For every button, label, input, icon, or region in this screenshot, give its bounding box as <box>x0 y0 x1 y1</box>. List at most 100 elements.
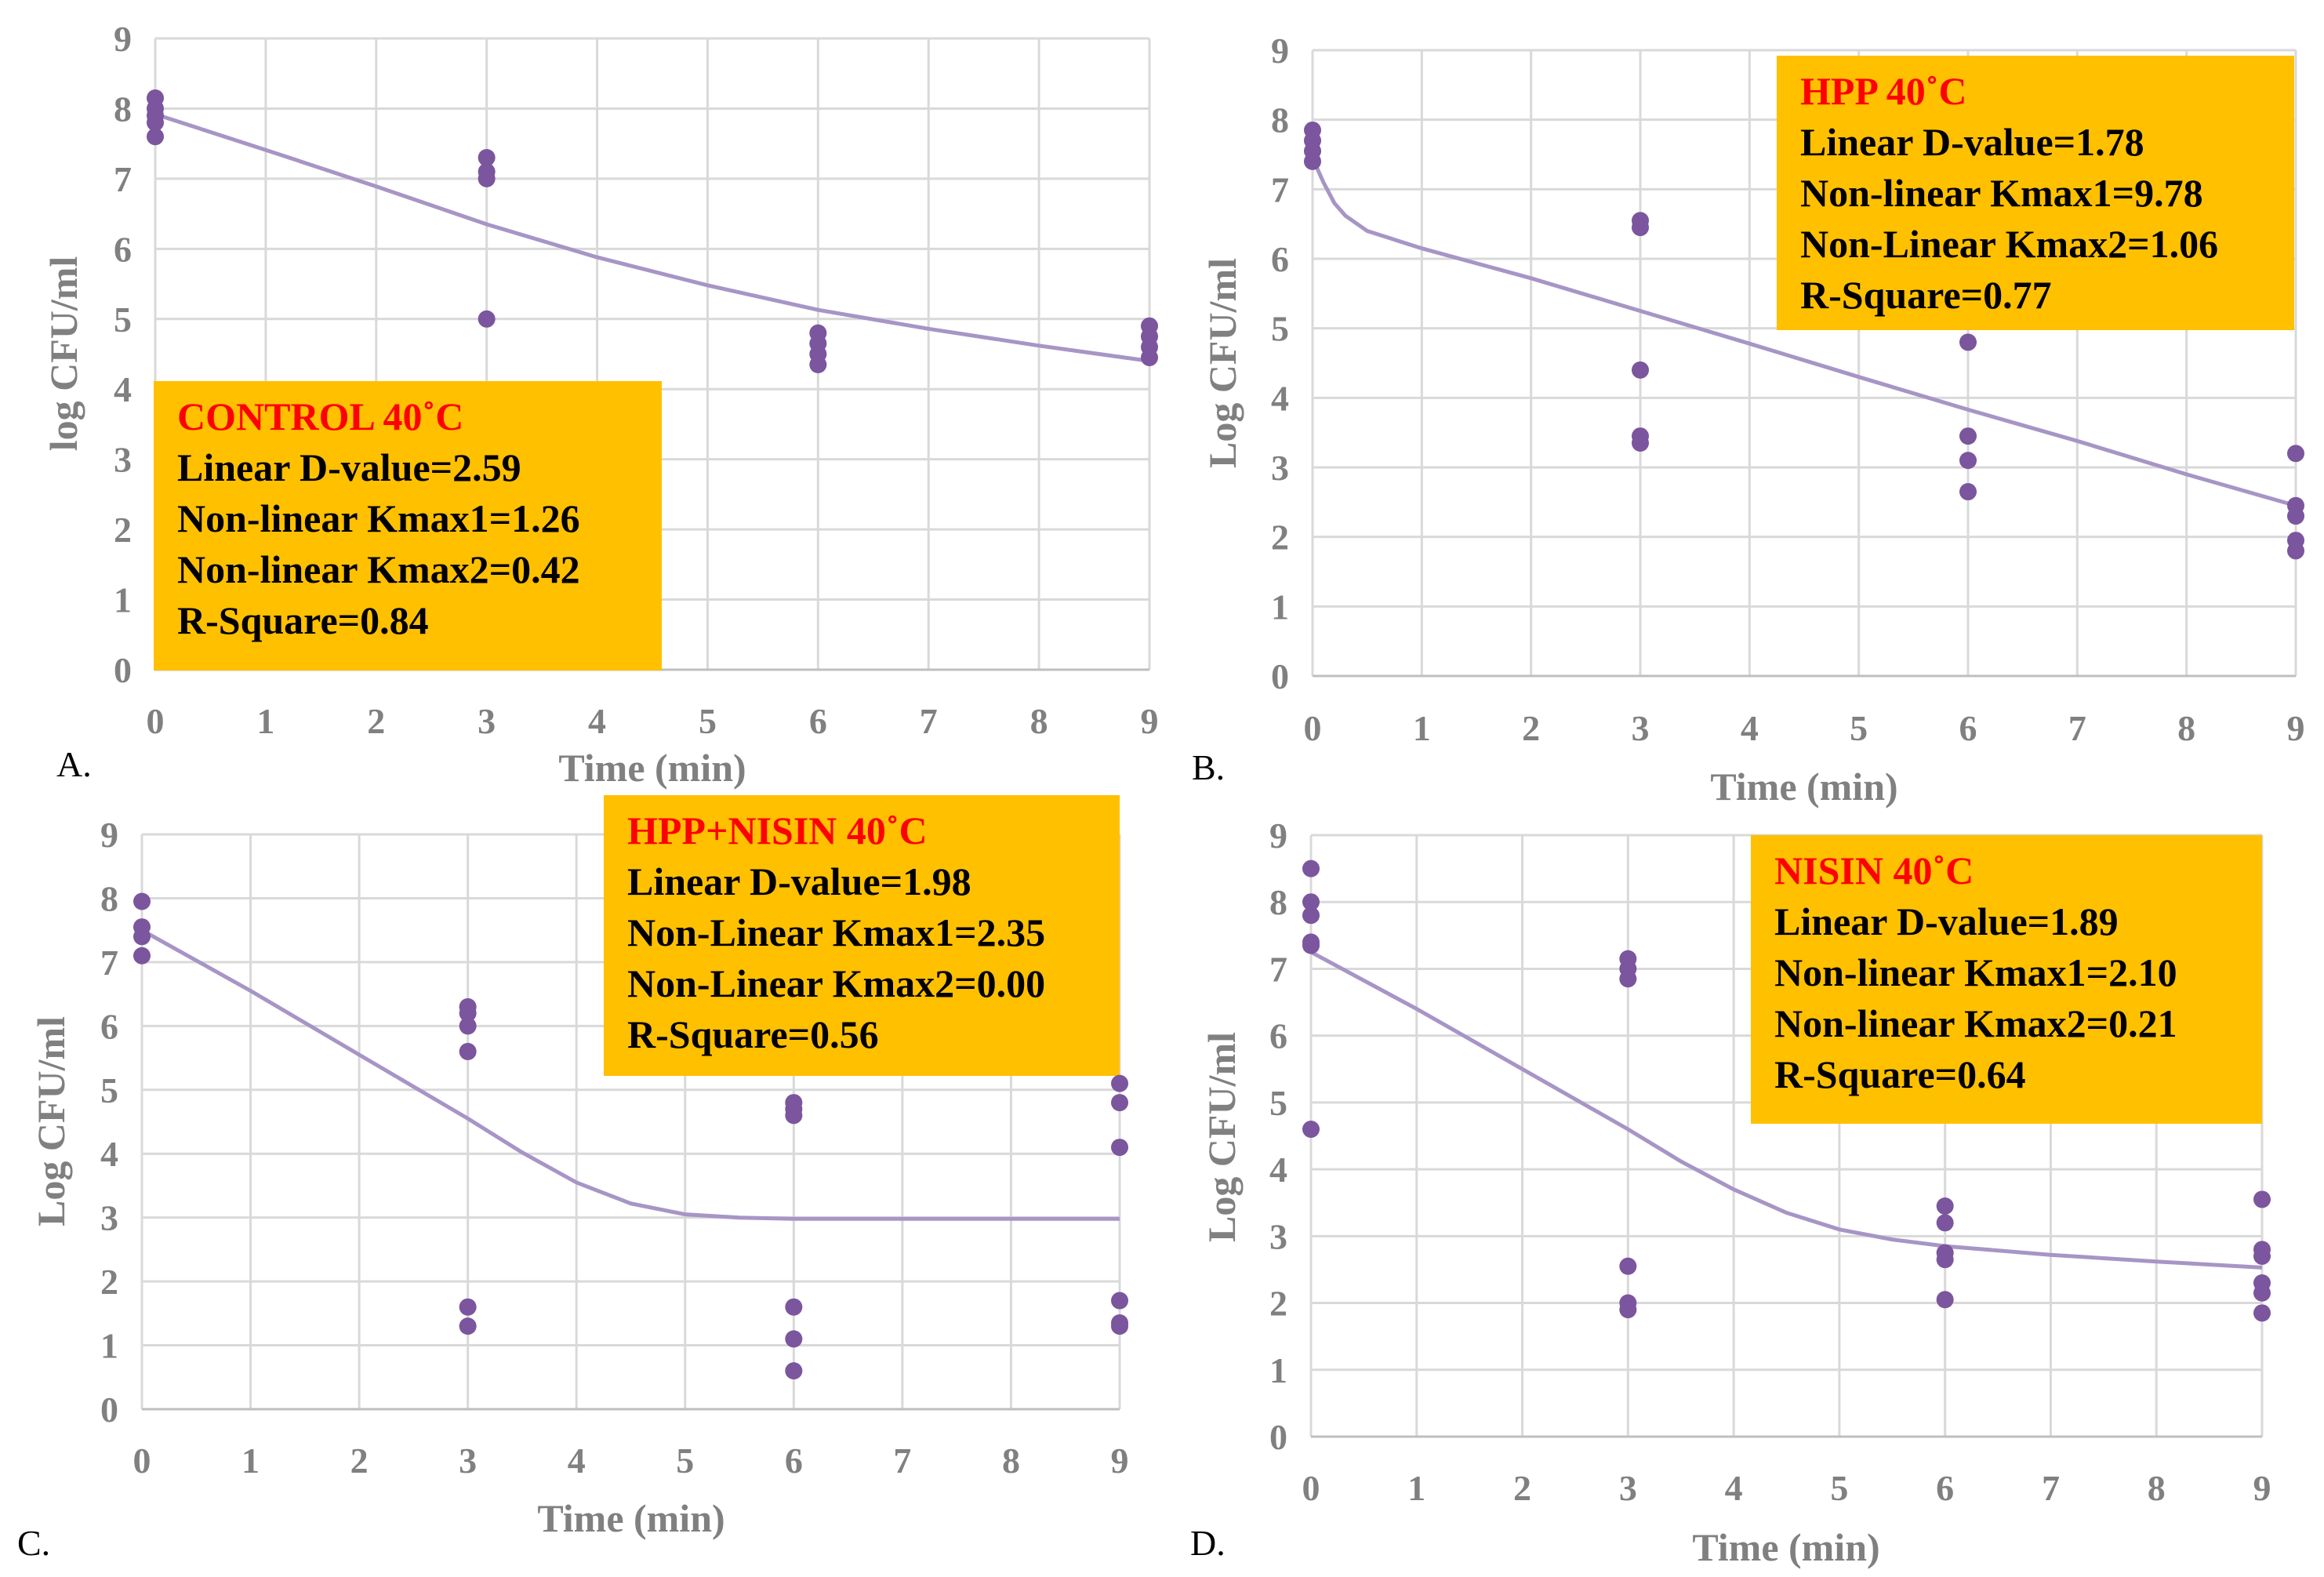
data-point <box>147 114 164 132</box>
x-tick-label: 3 <box>1619 1468 1637 1508</box>
x-tick-label: 8 <box>2177 708 2195 748</box>
data-point <box>1304 152 1321 170</box>
y-tick-label: 3 <box>1269 1216 1287 1256</box>
y-tick-label: 0 <box>100 1390 118 1430</box>
y-tick-label: 0 <box>1271 656 1289 696</box>
y-tick-label: 2 <box>100 1262 118 1302</box>
y-tick-label: 2 <box>1271 518 1289 558</box>
annotation-line: Non-linear Kmax2=0.42 <box>177 547 580 591</box>
chart-panel-d: 0 1 2 3 4 5 6 7 8 9 0 1 2 3 4 5 6 7 8 9 Time (min) Log CFU/ml… <box>1190 816 2271 1569</box>
fit-curve <box>154 112 1150 363</box>
data-point <box>1959 483 1977 501</box>
data-point <box>2253 1284 2271 1302</box>
panel-letter: A. <box>56 744 92 784</box>
annotation-title: CONTROL 40˚C <box>177 394 463 438</box>
y-tick-label: 0 <box>1269 1417 1287 1457</box>
annotation-line: R-Square=0.77 <box>1800 273 2052 317</box>
y-tick-label: 7 <box>1271 169 1289 209</box>
data-point <box>1141 348 1158 366</box>
annotation-line: Non-linear Kmax1=9.78 <box>1800 171 2203 215</box>
annotation-line: Non-linear Kmax1=2.10 <box>1774 950 2177 994</box>
annotation-line: Non-linear Kmax2=0.21 <box>1774 1001 2177 1045</box>
data-point <box>133 892 151 910</box>
annotation-line: Linear D-value=1.78 <box>1800 120 2144 164</box>
y-tick-label: 8 <box>100 878 118 918</box>
panel-letter: C. <box>17 1523 50 1563</box>
x-tick-label: 3 <box>459 1441 477 1481</box>
y-tick-label: 3 <box>100 1198 118 1238</box>
x-tick-label: 4 <box>568 1441 586 1481</box>
data-point <box>1936 1197 1954 1215</box>
annotation-line: Non-Linear Kmax2=0.00 <box>627 961 1045 1005</box>
x-tick-label: 2 <box>1522 708 1540 748</box>
data-point <box>2253 1304 2271 1322</box>
y-axis-title: Log CFU/ml <box>1200 258 1244 468</box>
data-point <box>2253 1190 2271 1208</box>
x-tick-label: 6 <box>1959 708 1977 748</box>
data-point <box>1111 1292 1128 1310</box>
data-point <box>478 149 496 167</box>
chart-panel-c: 0 1 2 3 4 5 6 7 8 9 0 1 2 3 4 5 6 7 8 9 Time (min) Log CFU/ml… <box>17 795 1129 1563</box>
x-tick-label: 2 <box>1513 1468 1531 1508</box>
x-axis-title: Time (min) <box>1710 765 1897 808</box>
y-tick-label: 5 <box>114 300 132 340</box>
y-tick-label: 6 <box>114 229 132 269</box>
y-tick-label: 8 <box>1269 882 1287 922</box>
y-tick-label: 1 <box>1271 587 1289 627</box>
y-tick-label: 9 <box>100 815 118 855</box>
x-tick-label: 7 <box>920 701 938 741</box>
y-tick-label: 8 <box>114 89 132 129</box>
annotation-box <box>154 381 662 670</box>
data-point <box>1959 452 1977 470</box>
data-point <box>785 1106 803 1125</box>
x-tick-label: 2 <box>350 1441 369 1481</box>
annotation-title: HPP+NISIN 40˚C <box>627 808 928 852</box>
annotation-line: Non-Linear Kmax1=2.35 <box>627 910 1045 954</box>
x-tick-label: 7 <box>2042 1468 2060 1508</box>
y-tick-label: 8 <box>1271 100 1289 140</box>
data-point <box>459 1298 477 1316</box>
y-tick-label: 1 <box>114 580 132 620</box>
annotation-box <box>604 795 1120 1076</box>
x-tick-label: 6 <box>1936 1468 1954 1508</box>
x-tick-label: 5 <box>1850 708 1868 748</box>
x-tick-label: 7 <box>2068 708 2086 748</box>
annotation-line: Non-Linear Kmax2=1.06 <box>1800 222 2218 266</box>
x-tick-label: 2 <box>367 701 385 741</box>
data-point <box>2287 542 2304 560</box>
fit-curve <box>140 928 1120 1221</box>
data-point <box>459 1017 477 1035</box>
y-tick-label: 2 <box>114 510 132 550</box>
data-point <box>809 355 827 373</box>
y-tick-label: 0 <box>114 650 132 690</box>
y-axis-title: log CFU/ml <box>42 256 85 452</box>
x-tick-label: 5 <box>676 1441 694 1481</box>
y-tick-label: 7 <box>100 943 118 983</box>
annotation-line: R-Square=0.84 <box>177 598 429 642</box>
x-tick-label: 6 <box>809 701 827 741</box>
x-tick-label: 0 <box>133 1441 151 1481</box>
annotation-title: HPP 40˚C <box>1800 69 1966 113</box>
y-tick-label: 5 <box>1269 1083 1287 1123</box>
x-tick-label: 0 <box>1302 1468 1320 1508</box>
data-point <box>1302 859 1320 878</box>
annotation-line: R-Square=0.64 <box>1774 1052 2026 1096</box>
annotation-line: R-Square=0.56 <box>627 1012 879 1056</box>
x-tick-label: 1 <box>1413 708 1431 748</box>
chart-panel-b: 0 1 2 3 4 5 6 7 8 9 0 1 2 3 4 5 6 7 8 9 Time (min) Log CFU/ml… <box>1192 31 2305 808</box>
y-tick-label: 3 <box>114 440 132 480</box>
x-tick-label: 9 <box>1141 701 1159 741</box>
data-point <box>785 1298 803 1316</box>
x-tick-label: 9 <box>1111 1441 1129 1481</box>
data-point <box>2253 1247 2271 1265</box>
data-point <box>459 1317 477 1335</box>
panel-letter: D. <box>1190 1523 1226 1563</box>
y-tick-label: 4 <box>114 369 132 409</box>
x-tick-label: 5 <box>1830 1468 1848 1508</box>
data-point <box>1111 1317 1128 1335</box>
data-point <box>2287 507 2304 525</box>
y-tick-label: 4 <box>1271 378 1289 418</box>
annotation-box <box>1777 56 2294 330</box>
data-point <box>133 947 151 965</box>
